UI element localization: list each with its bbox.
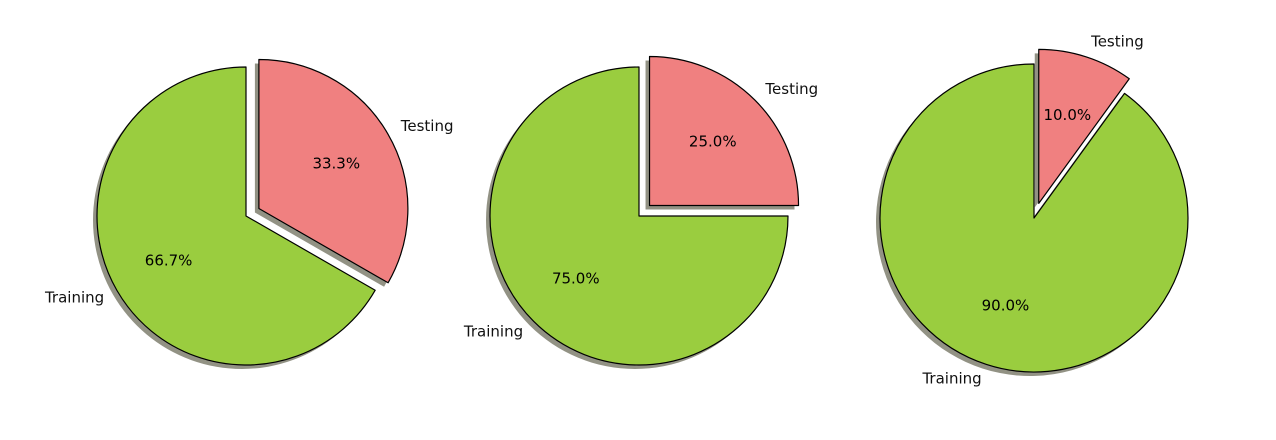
pct-label-testing: 33.3%: [312, 154, 360, 172]
pct-label-testing: 10.0%: [1043, 106, 1091, 124]
slice-label-training: Training: [463, 322, 523, 340]
pct-label-testing: 25.0%: [689, 133, 737, 151]
wedge-testing: [1038, 48, 1130, 204]
pct-label-training: 66.7%: [145, 251, 193, 269]
pct-label-training: 75.0%: [552, 270, 600, 288]
wedge-testing: [258, 58, 409, 284]
wedge-training: [489, 66, 789, 366]
slice-label-testing: Testing: [1090, 33, 1144, 51]
slice-label-training: Training: [921, 370, 981, 388]
slice-label-testing: Testing: [400, 117, 454, 135]
slice-label-testing: Testing: [764, 80, 818, 98]
slice-label-training: Training: [44, 289, 104, 307]
wedge-training: [96, 66, 376, 366]
pie-chart-2: 75.0% Training 25.0% Testing: [463, 55, 818, 369]
pie-chart-3: 90.0% Training 10.0% Testing: [875, 33, 1189, 388]
pct-label-training: 90.0%: [982, 296, 1030, 314]
wedge-training: [879, 63, 1189, 373]
wedge-testing: [648, 55, 800, 207]
pie-chart-1: 66.7% Training 33.3% Testing: [44, 58, 454, 370]
